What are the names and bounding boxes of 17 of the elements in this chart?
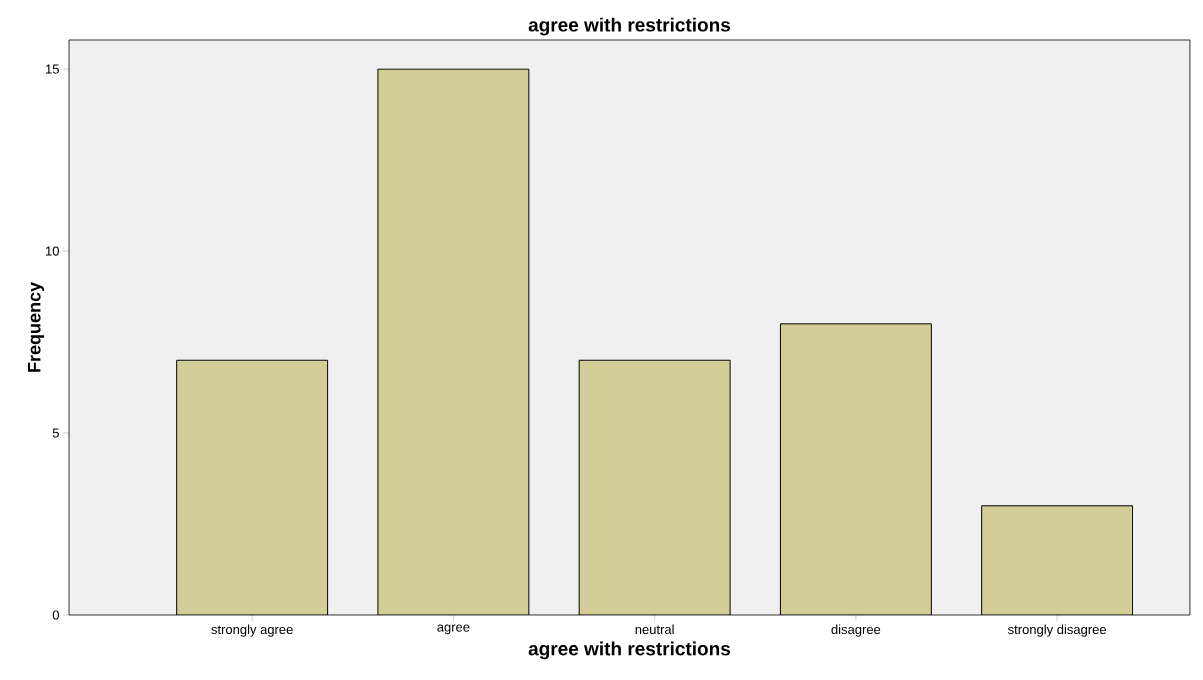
x-tick-label: agree (437, 624, 470, 635)
bar (176, 359, 329, 615)
x-tick-label: disagree (831, 624, 881, 637)
bar (780, 323, 932, 615)
bar (377, 68, 530, 615)
x-tick-label: strongly disagree (1007, 624, 1107, 637)
x-tick-label: strongly agree (211, 624, 293, 637)
bar (578, 359, 731, 615)
y-axis-title: Frequency (28, 282, 45, 372)
y-tick-label: 5 (52, 428, 59, 438)
x-axis-title: agree with restrictions (528, 641, 731, 660)
x-tick-label: neutral (635, 624, 674, 635)
y-tick-label: 10 (46, 246, 59, 256)
y-tick-label: 15 (46, 64, 59, 74)
chart-title: agree with restrictions (528, 17, 731, 36)
y-tick-label: 0 (52, 610, 59, 620)
bar (981, 505, 1134, 615)
